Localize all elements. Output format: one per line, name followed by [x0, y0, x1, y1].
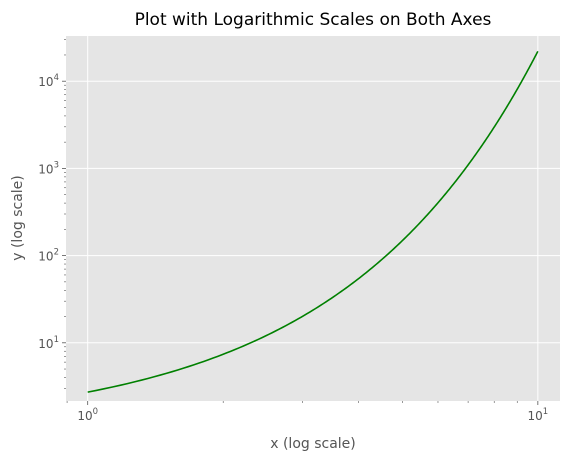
x-tick-label: 100 — [77, 407, 98, 423]
x-tick-label: 101 — [527, 407, 548, 423]
y-tick-base: 10 — [38, 250, 53, 264]
y-tick-exponent: 4 — [54, 73, 59, 83]
y-tick-label: 104 — [38, 73, 59, 89]
y-tick-base: 10 — [38, 337, 53, 351]
y-tick-exponent: 3 — [54, 160, 59, 170]
series-layer — [87, 50, 539, 393]
y-tick-label: 103 — [38, 160, 59, 176]
minor-ticks — [64, 39, 518, 403]
y-tick-base: 10 — [38, 162, 53, 176]
y-axis-label: y (log scale) — [10, 175, 26, 261]
x-tick-exponent: 0 — [93, 407, 98, 417]
y-tick-label: 101 — [38, 335, 59, 351]
x-tick-base: 10 — [527, 409, 542, 423]
x-tick-exponent: 1 — [543, 407, 548, 417]
plot-area — [66, 36, 560, 401]
y-tick-label: 102 — [38, 248, 59, 264]
chart-title: Plot with Logarithmic Scales on Both Axe… — [135, 10, 492, 30]
series-line — [87, 50, 539, 393]
y-tick-exponent: 1 — [54, 335, 59, 345]
x-axis-label: x (log scale) — [270, 436, 356, 452]
x-tick-base: 10 — [77, 409, 92, 423]
grid-lines — [62, 36, 560, 405]
y-tick-base: 10 — [38, 75, 53, 89]
y-tick-exponent: 2 — [54, 248, 59, 258]
